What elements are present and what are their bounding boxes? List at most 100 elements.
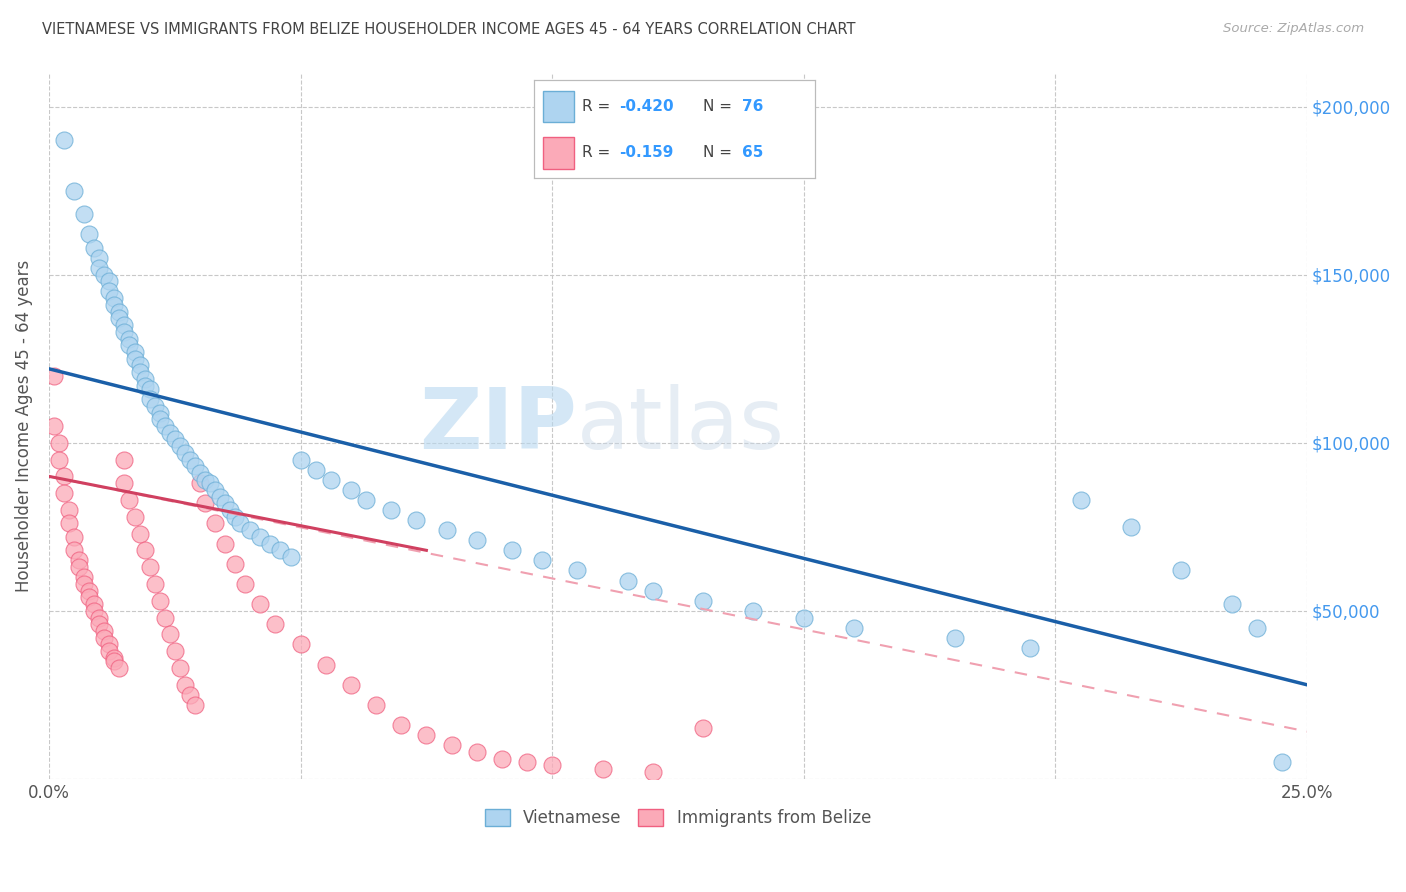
Point <box>364 698 387 712</box>
Point <box>1246 621 1268 635</box>
Point <box>340 678 363 692</box>
Point <box>118 332 141 346</box>
Point <box>108 304 131 318</box>
Point <box>103 651 125 665</box>
Point <box>943 631 966 645</box>
Point <box>389 718 412 732</box>
Point <box>73 577 96 591</box>
Point <box>1119 520 1142 534</box>
Point <box>224 557 246 571</box>
Point <box>73 207 96 221</box>
Point <box>58 503 80 517</box>
Point <box>89 251 111 265</box>
Point <box>93 624 115 638</box>
Point <box>77 583 100 598</box>
FancyBboxPatch shape <box>543 137 574 169</box>
Point <box>98 644 121 658</box>
Point <box>134 378 156 392</box>
Point <box>354 492 377 507</box>
Point <box>249 597 271 611</box>
Point <box>153 419 176 434</box>
Point <box>138 392 160 406</box>
Point <box>204 483 226 497</box>
Point <box>340 483 363 497</box>
Point <box>98 285 121 299</box>
Point <box>77 591 100 605</box>
Point <box>184 698 207 712</box>
Point <box>1220 597 1243 611</box>
Point <box>163 644 186 658</box>
Point <box>149 412 172 426</box>
Point <box>58 516 80 531</box>
Point <box>48 452 70 467</box>
Point <box>259 536 281 550</box>
Point <box>239 523 262 537</box>
Point <box>198 476 221 491</box>
Point <box>465 745 488 759</box>
Point <box>134 372 156 386</box>
Point <box>53 133 76 147</box>
Point <box>842 621 865 635</box>
Point <box>173 446 195 460</box>
Point <box>159 627 181 641</box>
Point <box>93 268 115 282</box>
Point <box>290 637 312 651</box>
Point <box>249 530 271 544</box>
Point <box>592 762 614 776</box>
Point <box>108 661 131 675</box>
Point <box>98 637 121 651</box>
Point <box>440 739 463 753</box>
Point <box>219 503 242 517</box>
Point <box>93 631 115 645</box>
Point <box>692 593 714 607</box>
Point <box>118 338 141 352</box>
Point <box>53 469 76 483</box>
Point <box>134 543 156 558</box>
Text: Source: ZipAtlas.com: Source: ZipAtlas.com <box>1223 22 1364 36</box>
Point <box>67 553 90 567</box>
Point <box>233 577 256 591</box>
Point <box>83 604 105 618</box>
Text: R =: R = <box>582 145 620 161</box>
Point <box>405 513 427 527</box>
Point <box>209 490 232 504</box>
Point <box>42 368 65 383</box>
Point <box>793 610 815 624</box>
Text: ZIP: ZIP <box>419 384 578 467</box>
Point <box>128 359 150 373</box>
Point <box>83 241 105 255</box>
Text: N =: N = <box>703 145 737 161</box>
Point <box>114 476 136 491</box>
Point <box>1271 755 1294 769</box>
Point <box>280 549 302 564</box>
Point <box>114 452 136 467</box>
Point <box>742 604 765 618</box>
Point <box>149 593 172 607</box>
Point <box>77 227 100 242</box>
Point <box>541 758 564 772</box>
Point <box>138 382 160 396</box>
Point <box>380 503 402 517</box>
Point <box>153 610 176 624</box>
Point <box>128 526 150 541</box>
Text: -0.420: -0.420 <box>619 99 673 114</box>
Point <box>290 452 312 467</box>
FancyBboxPatch shape <box>543 91 574 122</box>
Point <box>315 657 337 672</box>
Point <box>114 318 136 332</box>
Point <box>53 486 76 500</box>
Point <box>465 533 488 548</box>
Point <box>188 476 211 491</box>
Point <box>143 399 166 413</box>
Point <box>692 722 714 736</box>
Text: atlas: atlas <box>578 384 786 467</box>
Point <box>173 678 195 692</box>
Point <box>103 291 125 305</box>
Point <box>169 439 191 453</box>
Point <box>108 311 131 326</box>
Point <box>128 365 150 379</box>
Point <box>169 661 191 675</box>
Text: -0.159: -0.159 <box>619 145 673 161</box>
Point <box>138 560 160 574</box>
Point <box>163 433 186 447</box>
